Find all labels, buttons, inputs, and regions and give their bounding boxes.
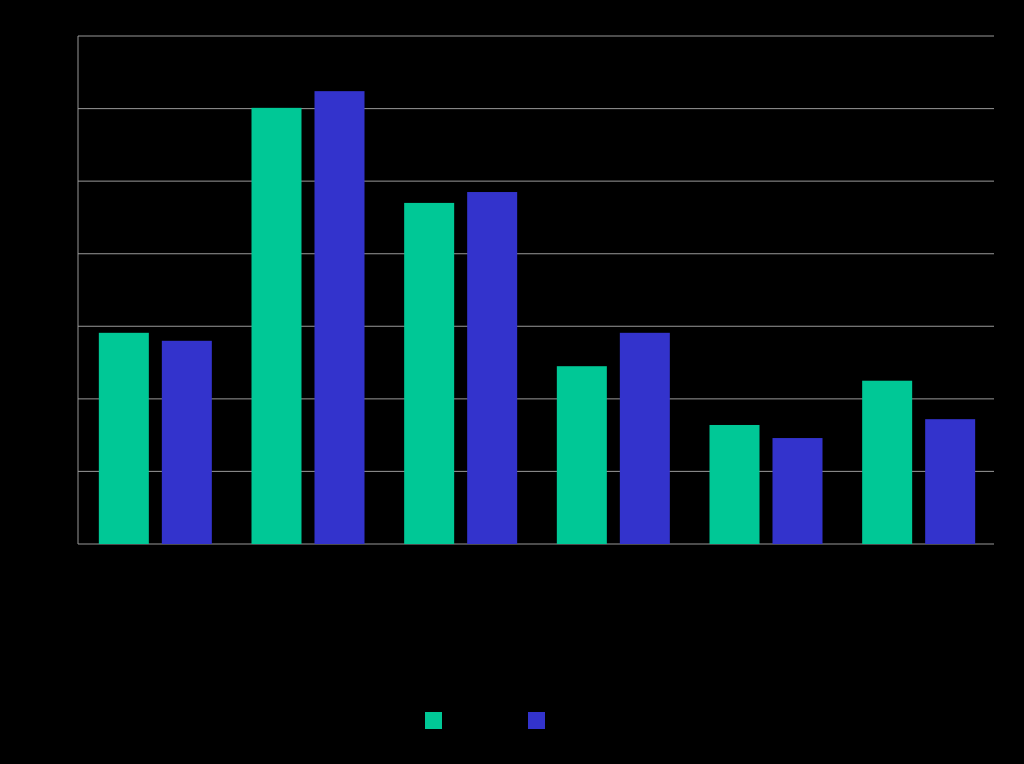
- y-tick-label: 60: [54, 100, 68, 115]
- bar: [314, 91, 365, 544]
- y-tick-label: 30: [54, 318, 68, 333]
- bar: [772, 438, 823, 544]
- bar: [467, 192, 518, 544]
- y-tick-label: 10: [54, 463, 68, 478]
- bar: [98, 332, 149, 544]
- y-tick-label: 40: [54, 245, 68, 260]
- bar: [404, 202, 455, 544]
- y-tick-label: 50: [54, 173, 68, 188]
- legend-swatch: [528, 712, 545, 729]
- bar: [862, 380, 913, 544]
- legend-swatch: [425, 712, 442, 729]
- y-tick-label: 20: [54, 390, 68, 405]
- bar: [709, 424, 760, 544]
- bar: [619, 332, 670, 544]
- bar: [251, 107, 302, 545]
- bar: [161, 340, 212, 544]
- bar: [556, 366, 607, 544]
- bar: [925, 419, 976, 544]
- y-tick-label: 70: [54, 27, 68, 42]
- y-tick-label: 0: [61, 535, 68, 550]
